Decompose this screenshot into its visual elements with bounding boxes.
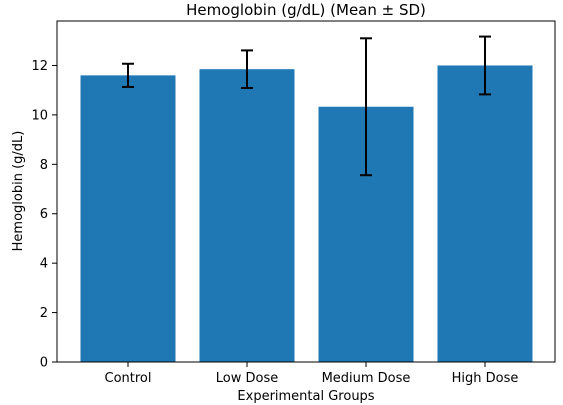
plot-frame	[56, 20, 556, 363]
y-tick-label: 8	[40, 158, 48, 173]
y-tick-label: 6	[40, 207, 48, 222]
y-tick-label: 2	[40, 306, 48, 321]
x-tick-label: Low Dose	[216, 371, 278, 386]
y-tick-label: 0	[40, 356, 48, 371]
bar-high-dose	[437, 65, 533, 362]
x-tick-label: Medium Dose	[322, 371, 411, 386]
y-tick-label: 10	[31, 108, 48, 123]
y-tick-label: 12	[31, 59, 48, 74]
plot-area: 0 2 4 6 8 10 12 Control Low Dose Medium Dose High …	[31, 35, 533, 386]
bar-low-dose	[199, 69, 295, 362]
chart-title: Hemoglobin (g/dL) (Mean ± SD)	[186, 1, 426, 19]
x-axis-label: Experimental Groups	[237, 389, 374, 404]
x-tick-label: Control	[105, 371, 152, 386]
y-axis-label: Hemoglobin (g/dL)	[11, 131, 26, 252]
bar-control	[80, 75, 176, 363]
x-tick-label: High Dose	[452, 371, 519, 386]
y-tick-label: 4	[40, 257, 48, 272]
